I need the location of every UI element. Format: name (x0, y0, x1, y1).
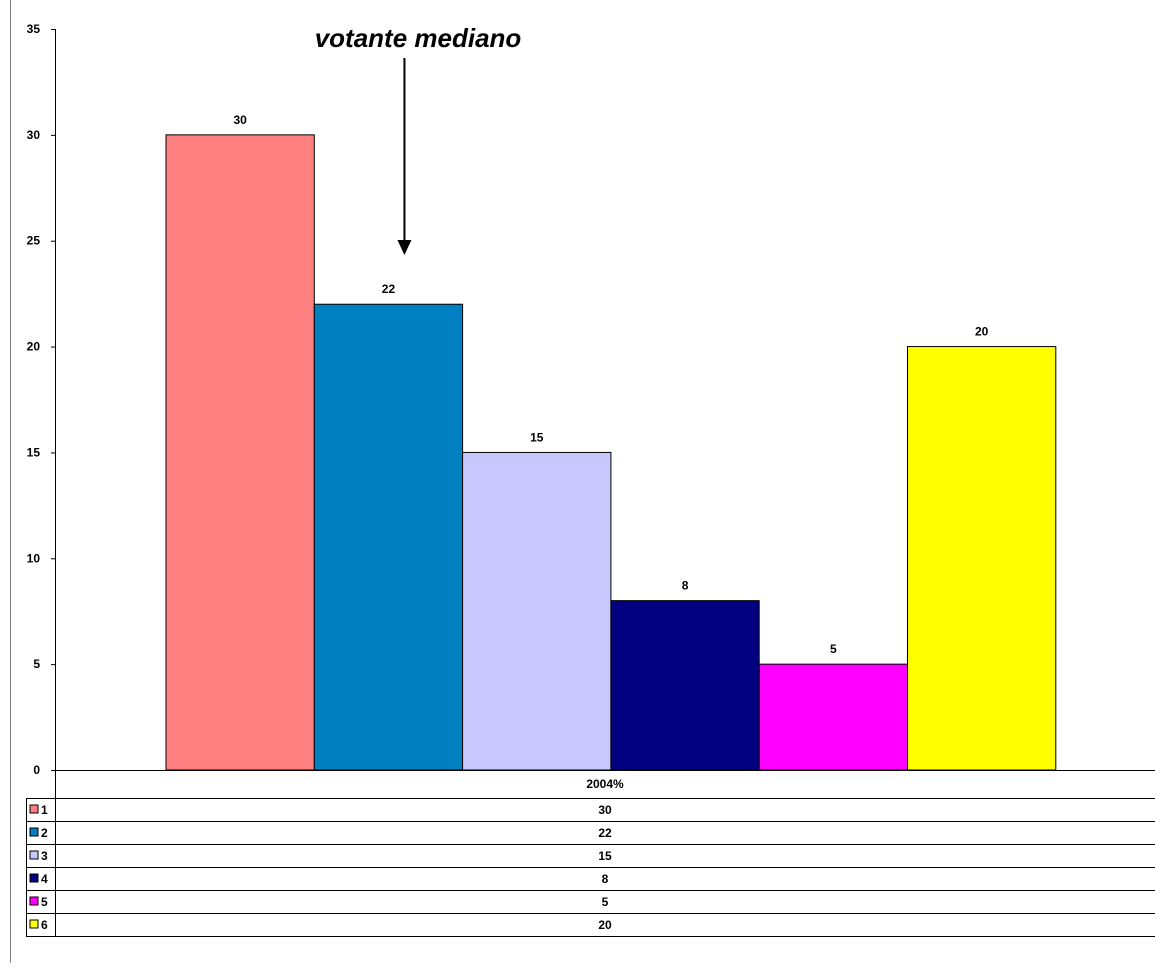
table-value-3: 15 (598, 849, 612, 863)
y-tick-label: 25 (27, 234, 41, 248)
legend-swatch-5 (29, 896, 39, 906)
bar-3 (462, 451, 612, 771)
table-header: 2004% (586, 777, 624, 791)
y-tick-label: 10 (27, 551, 41, 565)
table-value-4: 8 (602, 872, 609, 886)
legend-swatch-6 (29, 919, 39, 929)
data-label-4: 8 (682, 579, 689, 593)
bar-6 (907, 346, 1057, 771)
table-value-6: 20 (598, 918, 612, 932)
data-label-2: 22 (382, 282, 396, 296)
bar-1 (165, 134, 315, 771)
legend-key-2: 2 (41, 826, 48, 840)
legend-key-1: 1 (41, 803, 48, 817)
bars-group (165, 134, 1057, 771)
legend-key-5: 5 (41, 895, 48, 909)
annotation-text: votante mediano (315, 23, 522, 53)
y-tick-label: 20 (27, 340, 41, 354)
data-label-1: 30 (233, 113, 247, 127)
table-value-1: 30 (598, 803, 612, 817)
y-tick-label: 30 (27, 128, 41, 142)
data-labels-group: 30 22 15 8 5 20 (233, 113, 988, 656)
legend-swatch-1 (29, 804, 39, 814)
legend-key-3: 3 (41, 849, 48, 863)
data-table: 2004%1 302 223 154 85 56 20 (26, 770, 1155, 937)
bar-4 (610, 600, 760, 771)
legend-swatch-3 (29, 850, 39, 860)
legend-key-4: 4 (41, 872, 48, 886)
y-tick-label: 0 (33, 763, 40, 777)
y-tick-label: 5 (33, 657, 40, 671)
bar-5 (758, 663, 909, 771)
y-tick-label: 35 (27, 22, 41, 36)
annotation-arrowhead (397, 240, 412, 255)
annotation-group: votante mediano (315, 23, 522, 255)
y-tick-label: 15 (27, 445, 41, 459)
data-label-3: 15 (530, 430, 544, 444)
table-value-2: 22 (598, 826, 612, 840)
table-value-5: 5 (602, 895, 609, 909)
data-label-5: 5 (830, 642, 837, 656)
legend-swatch-2 (29, 827, 39, 837)
legend-swatch-4 (29, 873, 39, 883)
bar-2 (313, 303, 464, 771)
data-label-6: 20 (975, 325, 989, 339)
legend-key-6: 6 (41, 918, 48, 932)
